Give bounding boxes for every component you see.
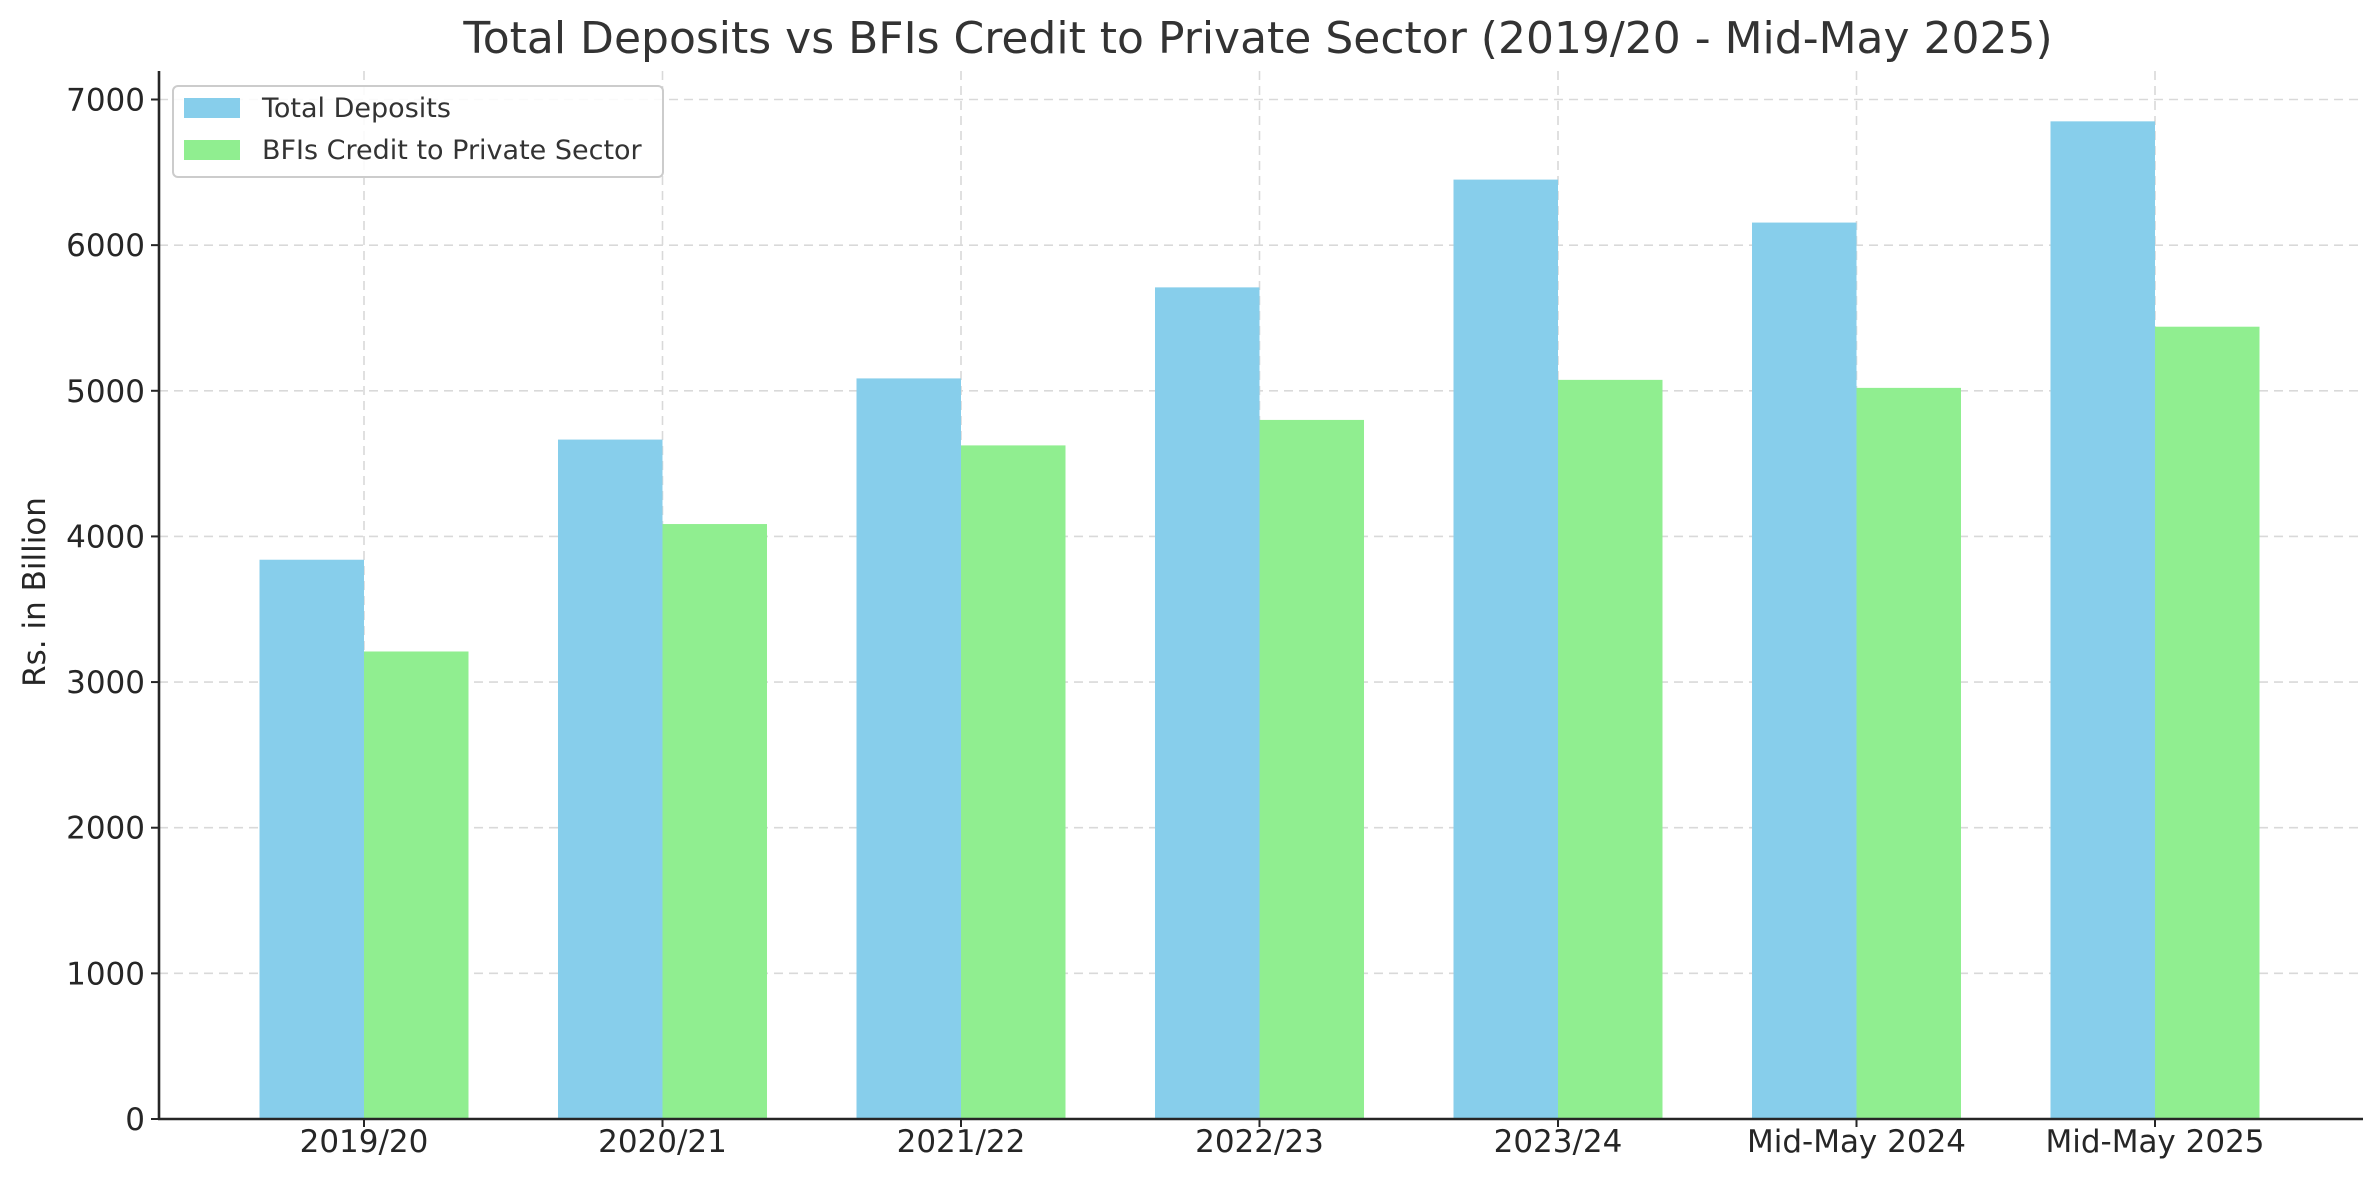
y-tick-label: 3000 [66, 665, 145, 701]
x-tick-label: 2020/21 [598, 1124, 727, 1160]
y-tick-label: 4000 [66, 519, 145, 555]
bar-bfis-credit [1558, 379, 1663, 1119]
x-tick-label: 2019/20 [300, 1124, 429, 1160]
legend-label-bfis-credit: BFIs Credit to Private Sector [262, 135, 643, 166]
x-tick-label: Mid-May 2025 [2045, 1124, 2264, 1160]
y-axis-ticks: 0 1000 2000 3000 4000 5000 6000 7000 [66, 83, 159, 1138]
bar-bfis-credit [961, 445, 1066, 1119]
bar-total-deposits [856, 378, 961, 1119]
y-tick-label: 6000 [66, 228, 145, 264]
x-tick-label: Mid-May 2024 [1747, 1124, 1966, 1160]
bar-total-deposits [2050, 121, 2155, 1119]
bar-bfis-credit [662, 524, 767, 1119]
y-axis-label: Rs. in Billion [17, 497, 53, 687]
legend-frame [172, 85, 664, 178]
bar-bfis-credit [2155, 326, 2260, 1119]
x-axis-ticks: 2019/20 2020/21 2021/22 2022/23 2023/24 Mid-M… [300, 1119, 2265, 1160]
y-tick-label: 1000 [66, 956, 145, 992]
bar-total-deposits [1155, 287, 1260, 1119]
x-tick-label: 2021/22 [897, 1124, 1026, 1160]
legend-swatch-total-deposits [184, 98, 240, 118]
legend-swatch-bfis-credit [184, 140, 240, 160]
x-tick-label: 2023/24 [1494, 1124, 1623, 1160]
bar-total-deposits [558, 439, 663, 1120]
bars [259, 121, 2260, 1120]
legend-label-total-deposits: Total Deposits [261, 93, 451, 124]
bar-total-deposits [1752, 222, 1857, 1119]
bar-bfis-credit [364, 651, 469, 1119]
y-tick-label: 2000 [66, 811, 145, 847]
x-tick-label: 2022/23 [1195, 1124, 1324, 1160]
y-tick-label: 7000 [66, 83, 145, 119]
y-tick-label: 5000 [66, 374, 145, 410]
chart-title: Total Deposits vs BFIs Credit to Private… [462, 13, 2052, 64]
bar-bfis-credit [1259, 419, 1364, 1119]
bar-total-deposits [259, 559, 364, 1119]
y-tick-label: 0 [125, 1102, 145, 1138]
bar-total-deposits [1453, 179, 1558, 1119]
bar-bfis-credit [1856, 387, 1961, 1119]
legend: Total Deposits BFIs Credit to Private Se… [172, 85, 664, 178]
